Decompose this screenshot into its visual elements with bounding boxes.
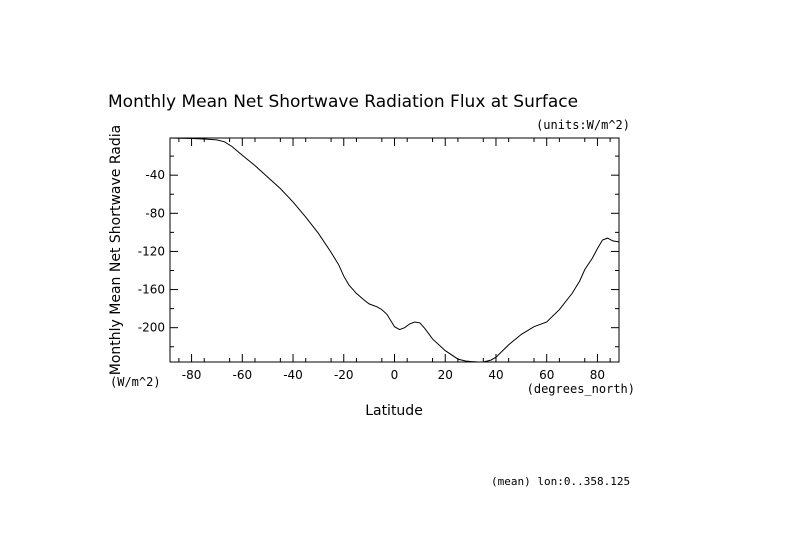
x-tick-label: -80	[182, 368, 202, 382]
x-tick-label: 60	[539, 368, 554, 382]
plot-frame	[169, 137, 620, 363]
x-tick-label: -20	[334, 368, 354, 382]
x-axis-label: Latitude	[365, 403, 423, 419]
y-tick-label: -80	[145, 206, 165, 220]
x-axis-ticks: -80 -60 -40 -20 0 20 40 60 80	[178, 138, 611, 382]
units-note: (units:W/m^2)	[536, 118, 630, 132]
x-tick-label: 40	[488, 368, 503, 382]
y-tick-label: -120	[138, 244, 165, 258]
series-line	[169, 137, 620, 363]
x-units: (degrees_north)	[527, 382, 635, 396]
x-tick-label: 80	[590, 368, 605, 382]
x-tick-label: 20	[438, 368, 453, 382]
y-tick-label: -40	[145, 168, 165, 182]
x-tick-label: -60	[232, 368, 252, 382]
footnote: (mean) lon:0..358.125	[491, 475, 630, 488]
y-tick-label: -200	[138, 321, 165, 335]
x-tick-label: -40	[283, 368, 303, 382]
y-tick-label: -160	[138, 283, 165, 297]
y-axis-ticks: -40 -80 -120 -160 -200	[138, 155, 619, 348]
y-axis-label: Monthly Mean Net Shortwave Radia	[108, 125, 124, 375]
x-tick-label: 0	[391, 368, 399, 382]
y-units: (W/m^2)	[110, 375, 161, 389]
chart-title: Monthly Mean Net Shortwave Radiation Flu…	[108, 92, 578, 112]
